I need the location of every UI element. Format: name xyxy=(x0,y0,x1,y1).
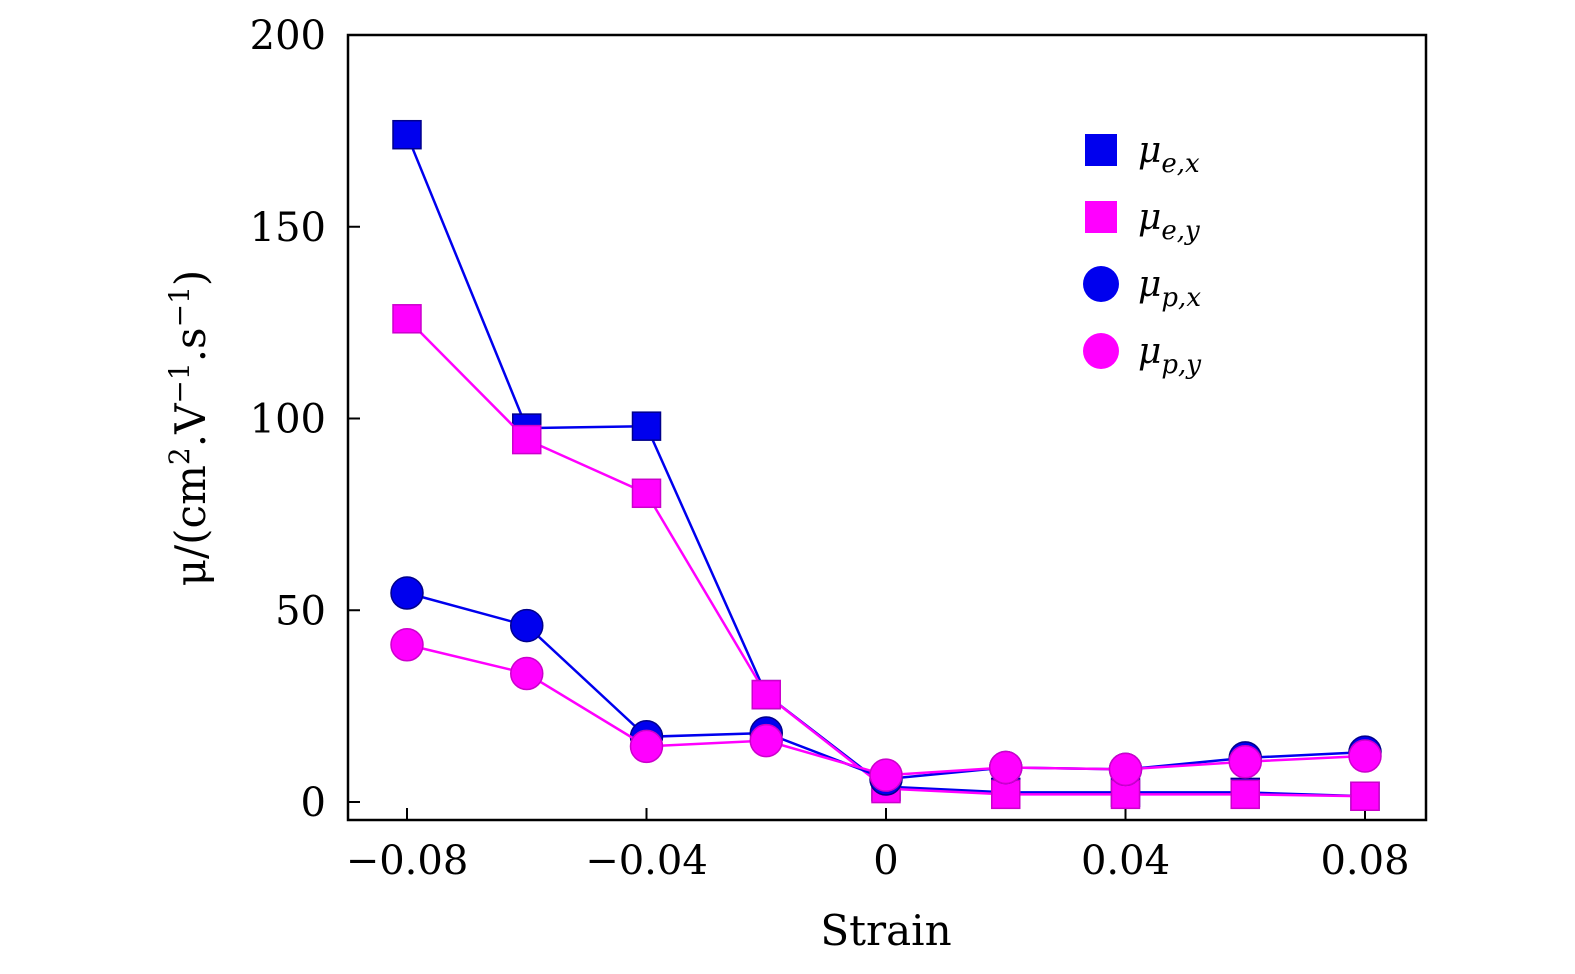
y-tick-label: 50 xyxy=(275,588,326,634)
data-point-circle xyxy=(1348,739,1382,773)
y-tick-label: 100 xyxy=(250,397,326,443)
legend-label: μp,y xyxy=(1138,331,1201,380)
data-point-circle xyxy=(869,758,903,792)
data-point-square xyxy=(392,304,422,334)
legend-item: μp,x xyxy=(1083,264,1201,313)
series-p-y xyxy=(390,628,1382,792)
y-tick-label: 0 xyxy=(301,780,326,826)
data-point-circle xyxy=(629,729,664,764)
data-point-circle xyxy=(1108,752,1143,787)
y-axis-title: μ/(cm2.V−1.s−1) xyxy=(163,270,215,587)
legend-marker-circle xyxy=(1083,266,1119,302)
data-point-square xyxy=(512,424,542,455)
plot-frame xyxy=(346,33,1428,822)
x-tick-label: 0 xyxy=(873,838,898,884)
series-line xyxy=(405,134,1366,798)
data-point-circle xyxy=(989,750,1023,785)
legend: μe,x μe,y μp,x μp,y xyxy=(1083,130,1201,380)
legend-label: μp,x xyxy=(1138,264,1201,313)
data-point-square xyxy=(1350,781,1380,811)
data-point-circle xyxy=(1228,744,1262,779)
legend-marker-square xyxy=(1085,134,1117,166)
data-point-circle xyxy=(510,608,544,643)
x-axis-title: Strain xyxy=(820,906,951,955)
legend-item: μe,y xyxy=(1085,197,1200,246)
data-point-circle xyxy=(390,628,424,662)
y-tick-label: 200 xyxy=(250,13,326,59)
x-tick-label: 0.08 xyxy=(1320,838,1409,884)
x-tick-label: 0.04 xyxy=(1081,838,1170,884)
y-tick-label: 150 xyxy=(250,205,326,251)
legend-marker-circle xyxy=(1083,333,1119,369)
series-e-x xyxy=(392,119,1380,811)
y-axis: 0 50 100 150 200 xyxy=(250,13,360,826)
legend-item: μp,y xyxy=(1083,331,1201,380)
x-tick-label: −0.04 xyxy=(585,838,708,884)
data-point-circle xyxy=(749,723,783,758)
series-layer xyxy=(390,119,1382,811)
data-point-square xyxy=(991,779,1021,810)
data-point-circle xyxy=(390,576,424,610)
legend-item: μe,x xyxy=(1085,130,1200,179)
data-point-circle xyxy=(510,656,544,691)
legend-marker-square xyxy=(1085,201,1117,233)
x-axis: −0.08 −0.04 0 0.04 0.08 xyxy=(346,808,1410,884)
data-point-square xyxy=(631,478,662,509)
series-e-y xyxy=(392,304,1380,811)
data-point-square xyxy=(1230,779,1260,810)
legend-label: μe,y xyxy=(1138,197,1200,246)
data-point-square xyxy=(392,119,422,150)
x-tick-label: −0.08 xyxy=(346,838,469,884)
data-point-square xyxy=(631,411,662,441)
series-line xyxy=(406,317,1366,798)
series-line xyxy=(406,591,1366,781)
legend-label: μe,x xyxy=(1138,130,1200,179)
data-point-square xyxy=(751,679,781,710)
series-line xyxy=(406,643,1366,777)
